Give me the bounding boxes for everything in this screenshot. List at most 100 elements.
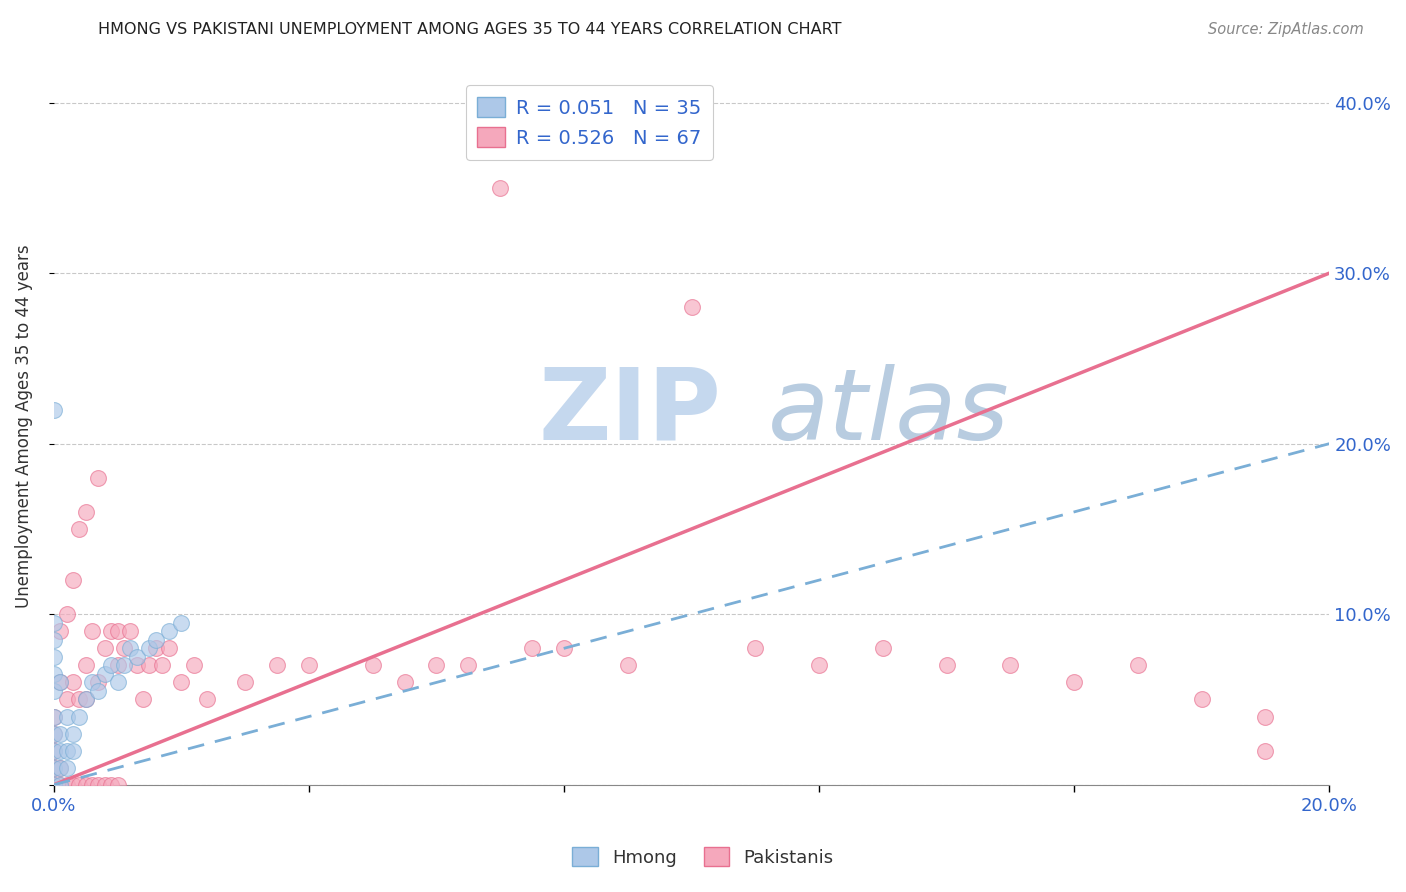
Point <box>49 778 72 792</box>
Point <box>62 675 84 690</box>
Point <box>55 692 77 706</box>
Point <box>157 624 180 639</box>
Point <box>94 778 117 792</box>
Point <box>520 641 543 656</box>
Point <box>808 658 831 673</box>
Point <box>266 658 288 673</box>
Point <box>935 658 957 673</box>
Point <box>145 632 167 647</box>
Point <box>82 778 104 792</box>
Point <box>681 300 703 314</box>
Point <box>489 181 512 195</box>
Point <box>170 615 193 630</box>
Point <box>616 658 638 673</box>
Point <box>112 641 135 656</box>
Point <box>75 692 97 706</box>
Point <box>125 658 148 673</box>
Point <box>55 778 77 792</box>
Point <box>42 761 65 775</box>
Point <box>49 761 72 775</box>
Point <box>49 778 72 792</box>
Point <box>75 778 97 792</box>
Point <box>157 641 180 656</box>
Point <box>67 522 90 536</box>
Point <box>42 778 65 792</box>
Point <box>62 573 84 587</box>
Point <box>125 649 148 664</box>
Point <box>75 658 97 673</box>
Point <box>94 641 117 656</box>
Point <box>42 632 65 647</box>
Point <box>425 658 447 673</box>
Point <box>1000 658 1022 673</box>
Point <box>120 641 142 656</box>
Point <box>42 744 65 758</box>
Point <box>150 658 173 673</box>
Point <box>49 726 72 740</box>
Point <box>138 658 160 673</box>
Point <box>100 624 122 639</box>
Point <box>75 505 97 519</box>
Point <box>49 761 72 775</box>
Point <box>62 778 84 792</box>
Point <box>1254 744 1277 758</box>
Point <box>112 658 135 673</box>
Point <box>82 624 104 639</box>
Point <box>42 709 65 723</box>
Point <box>107 778 129 792</box>
Point <box>67 692 90 706</box>
Point <box>82 675 104 690</box>
Point <box>872 641 894 656</box>
Point <box>42 649 65 664</box>
Point <box>42 684 65 698</box>
Text: atlas: atlas <box>768 364 1010 461</box>
Point <box>394 675 416 690</box>
Point <box>138 641 160 656</box>
Text: HMONG VS PAKISTANI UNEMPLOYMENT AMONG AGES 35 TO 44 YEARS CORRELATION CHART: HMONG VS PAKISTANI UNEMPLOYMENT AMONG AG… <box>98 22 842 37</box>
Point <box>55 709 77 723</box>
Point <box>132 692 155 706</box>
Point <box>1063 675 1085 690</box>
Point <box>49 675 72 690</box>
Point <box>120 624 142 639</box>
Point <box>107 658 129 673</box>
Point <box>298 658 321 673</box>
Point <box>42 402 65 417</box>
Point <box>55 607 77 622</box>
Point <box>170 675 193 690</box>
Point <box>42 615 65 630</box>
Text: Source: ZipAtlas.com: Source: ZipAtlas.com <box>1208 22 1364 37</box>
Point <box>55 761 77 775</box>
Point <box>145 641 167 656</box>
Point <box>1254 709 1277 723</box>
Point <box>67 709 90 723</box>
Point <box>87 471 110 485</box>
Point <box>1191 692 1213 706</box>
Point <box>42 744 65 758</box>
Point <box>1126 658 1149 673</box>
Point <box>49 744 72 758</box>
Point <box>75 692 97 706</box>
Point <box>55 744 77 758</box>
Point <box>457 658 479 673</box>
Point <box>87 778 110 792</box>
Point <box>553 641 575 656</box>
Point <box>42 726 65 740</box>
Point <box>42 778 65 792</box>
Point <box>87 684 110 698</box>
Point <box>107 675 129 690</box>
Point <box>62 726 84 740</box>
Point <box>361 658 384 673</box>
Point <box>107 624 129 639</box>
Point <box>49 624 72 639</box>
Point <box>42 667 65 681</box>
Point <box>183 658 205 673</box>
Text: ZIP: ZIP <box>538 364 721 461</box>
Point <box>195 692 218 706</box>
Point <box>744 641 766 656</box>
Point <box>100 778 122 792</box>
Point <box>42 726 65 740</box>
Point <box>100 658 122 673</box>
Legend: R = 0.051   N = 35, R = 0.526   N = 67: R = 0.051 N = 35, R = 0.526 N = 67 <box>465 86 713 160</box>
Point <box>67 778 90 792</box>
